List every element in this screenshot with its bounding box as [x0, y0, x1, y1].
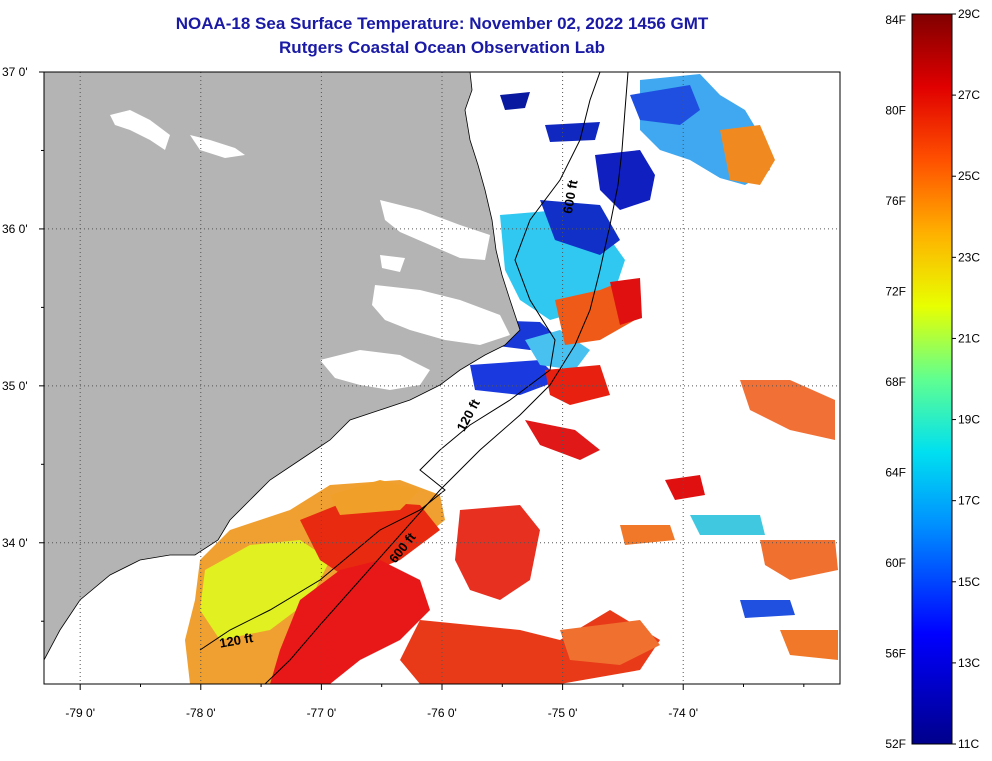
lon-tick-label: -77 0'	[307, 706, 337, 720]
land	[44, 72, 521, 661]
lat-tick-label: 35 0'	[2, 379, 28, 393]
lat-tick-label: 34 0'	[2, 536, 28, 550]
colorbar-f-label: 56F	[885, 647, 906, 661]
colorbar-c-label: 23C	[958, 250, 980, 264]
colorbar: 84F 80F 76F 72F 68F 64F 60F 56F 52F 29C 27C 25C 23C 2…	[885, 7, 980, 751]
colorbar-f-label: 84F	[885, 13, 906, 27]
colorbar-f-label: 64F	[885, 466, 906, 480]
lon-tick-label: -74 0'	[668, 706, 698, 720]
colorbar-gradient	[911, 13, 953, 745]
colorbar-c-label: 19C	[958, 413, 980, 427]
contour-label: 120 ft	[218, 630, 255, 651]
colorbar-c-label: 21C	[958, 331, 980, 345]
colorbar-c-label: 27C	[958, 88, 980, 102]
map-subtitle: Rutgers Coastal Ocean Observation Lab	[279, 38, 605, 57]
colorbar-f-label: 76F	[885, 194, 906, 208]
colorbar-f-label: 72F	[885, 285, 906, 299]
map-title: NOAA-18 Sea Surface Temperature: Novembe…	[175, 14, 709, 33]
axes: 37 0' 36 0' 35 0' 34 0' -79 0' -78 0' -77 0' -7…	[2, 65, 805, 720]
colorbar-c-label: 13C	[958, 656, 980, 670]
lon-tick-label: -78 0'	[186, 706, 216, 720]
colorbar-c-label: 15C	[958, 575, 980, 589]
colorbar-f-label: 80F	[885, 104, 906, 118]
lat-tick-label: 36 0'	[2, 222, 28, 236]
depth-contours	[199, 72, 629, 684]
lon-tick-label: -79 0'	[65, 706, 95, 720]
colorbar-f-label: 68F	[885, 375, 906, 389]
sst-patches	[185, 74, 838, 684]
colorbar-f-label: 60F	[885, 556, 906, 570]
colorbar-c-label: 11C	[958, 737, 979, 751]
colorbar-f-label: 52F	[885, 737, 906, 751]
colorbar-c-label: 17C	[958, 494, 980, 508]
lon-tick-label: -75 0'	[548, 706, 578, 720]
colorbar-c-label: 25C	[958, 169, 980, 183]
colorbar-c-label: 29C	[958, 7, 980, 21]
lat-lon-grid	[44, 72, 840, 684]
lon-tick-label: -76 0'	[427, 706, 457, 720]
lat-tick-label: 37 0'	[2, 65, 28, 79]
contour-label: 600 ft	[560, 178, 581, 215]
